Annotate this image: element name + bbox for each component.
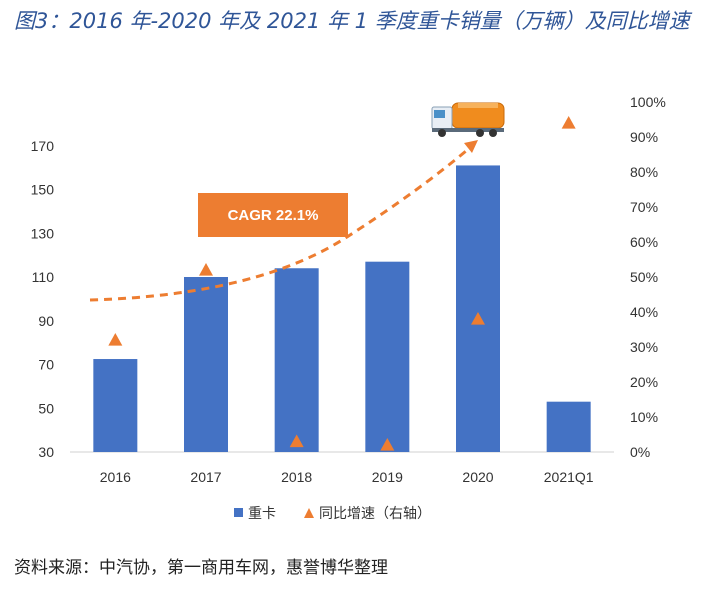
left-tick-label: 90 [38,313,54,329]
bar [93,359,138,452]
legend: 重卡 同比增速（右轴） [234,506,431,522]
chart-title: 图3：2016 年-2020 年及 2021 年 1 季度重卡销量（万辆）及同比… [14,9,690,33]
right-tick-label: 30% [630,339,658,355]
left-tick-label: 110 [32,269,55,285]
left-tick-label: 170 [31,138,55,154]
legend-triangle-swatch [304,508,314,518]
right-tick-label: 50% [630,269,658,285]
x-tick-label: 2017 [190,469,221,485]
bar [274,268,319,452]
growth-marker [108,333,123,346]
x-axis-ticks: 2016 2017 2018 2019 2020 2021Q1 [100,469,594,485]
x-tick-label: 2018 [281,469,312,485]
cagr-trend-curve [89,144,473,302]
x-tick-label: 2021Q1 [544,469,594,485]
left-tick-label: 130 [31,225,55,241]
legend-bar-label: 重卡 [248,506,276,522]
growth-rate-series [108,116,576,451]
x-tick-label: 2019 [372,469,403,485]
growth-marker [471,312,485,325]
left-tick-label: 150 [31,182,55,198]
right-tick-label: 90% [630,129,658,145]
right-tick-label: 20% [630,374,658,390]
left-tick-label: 50 [38,400,54,416]
right-tick-label: 70% [630,199,658,215]
bar [546,401,591,452]
cagr-label: CAGR 22.1% [198,193,348,237]
right-axis-ticks: 0% 10% 20% 30% 40% 50% 60% 70% 80% 90% 100% [630,94,666,460]
source-note: 资料来源：中汽协，第一商用车网，惠誉博华整理 [14,558,388,578]
x-tick-label: 2020 [462,469,493,485]
right-tick-label: 100% [630,94,666,110]
growth-marker [199,263,213,276]
right-tick-label: 10% [630,409,658,425]
legend-triangle-label: 同比增速（右轴） [319,506,431,522]
right-tick-label: 80% [630,164,658,180]
right-tick-label: 0% [630,444,650,460]
bar [456,165,500,452]
bar-series [93,165,591,452]
growth-marker [561,116,576,129]
x-tick-label: 2016 [100,469,131,485]
left-tick-label: 70 [38,357,54,373]
right-tick-label: 60% [630,234,658,250]
cagr-label-text: CAGR 22.1% [228,207,319,224]
growth-marker [289,434,304,448]
left-axis-ticks: 30 50 70 90 110 130 150 170 [31,138,55,460]
growth-marker [380,438,395,451]
right-tick-label: 40% [630,304,658,320]
truck-icon [431,102,505,137]
legend-bar-swatch [234,508,243,517]
cagr-arrowhead [464,140,478,153]
bar [365,261,410,452]
left-tick-label: 30 [38,444,54,460]
bar [184,277,228,452]
